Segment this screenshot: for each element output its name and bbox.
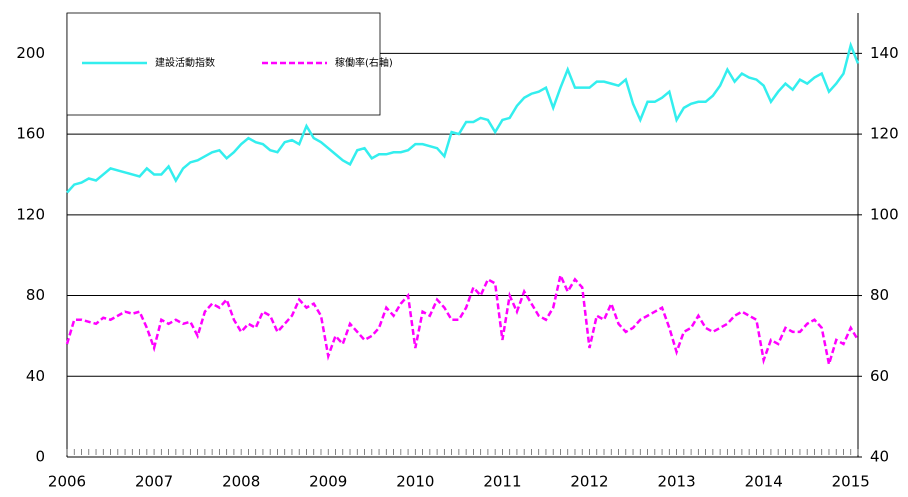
x-tick-label: 2013 — [657, 473, 695, 491]
y-tick-label: 80 — [26, 286, 45, 304]
x-tick-label: 2007 — [135, 473, 173, 491]
x-tick-label: 2009 — [309, 473, 347, 491]
x-tick-label: 2014 — [745, 473, 783, 491]
series-line — [65, 271, 860, 365]
y2-tick-label: 60 — [870, 367, 889, 385]
legend-label: 建設活動指数 — [155, 56, 215, 69]
y-tick-label: 40 — [26, 367, 45, 385]
legend-label: 稼働率(右軸) — [335, 56, 393, 69]
x-tick-label: 2012 — [570, 473, 608, 491]
series-line — [66, 41, 860, 194]
y2-tick-label: 100 — [870, 205, 899, 223]
y2-tick-label: 40 — [870, 448, 889, 466]
y-tick-label: 120 — [16, 205, 45, 223]
y-tick-label: 160 — [16, 125, 45, 143]
y2-tick-label: 80 — [870, 286, 889, 304]
y-tick-label: 200 — [16, 44, 45, 62]
x-tick-label: 2010 — [396, 473, 434, 491]
x-tick-label: 2006 — [48, 473, 86, 491]
x-tick-label: 2015 — [832, 473, 870, 491]
y-tick-label: 0 — [35, 448, 45, 466]
x-tick-label: 2011 — [483, 473, 521, 491]
y2-tick-label: 120 — [870, 125, 899, 143]
y2-tick-label: 140 — [870, 44, 899, 62]
x-tick-label: 2008 — [222, 473, 260, 491]
